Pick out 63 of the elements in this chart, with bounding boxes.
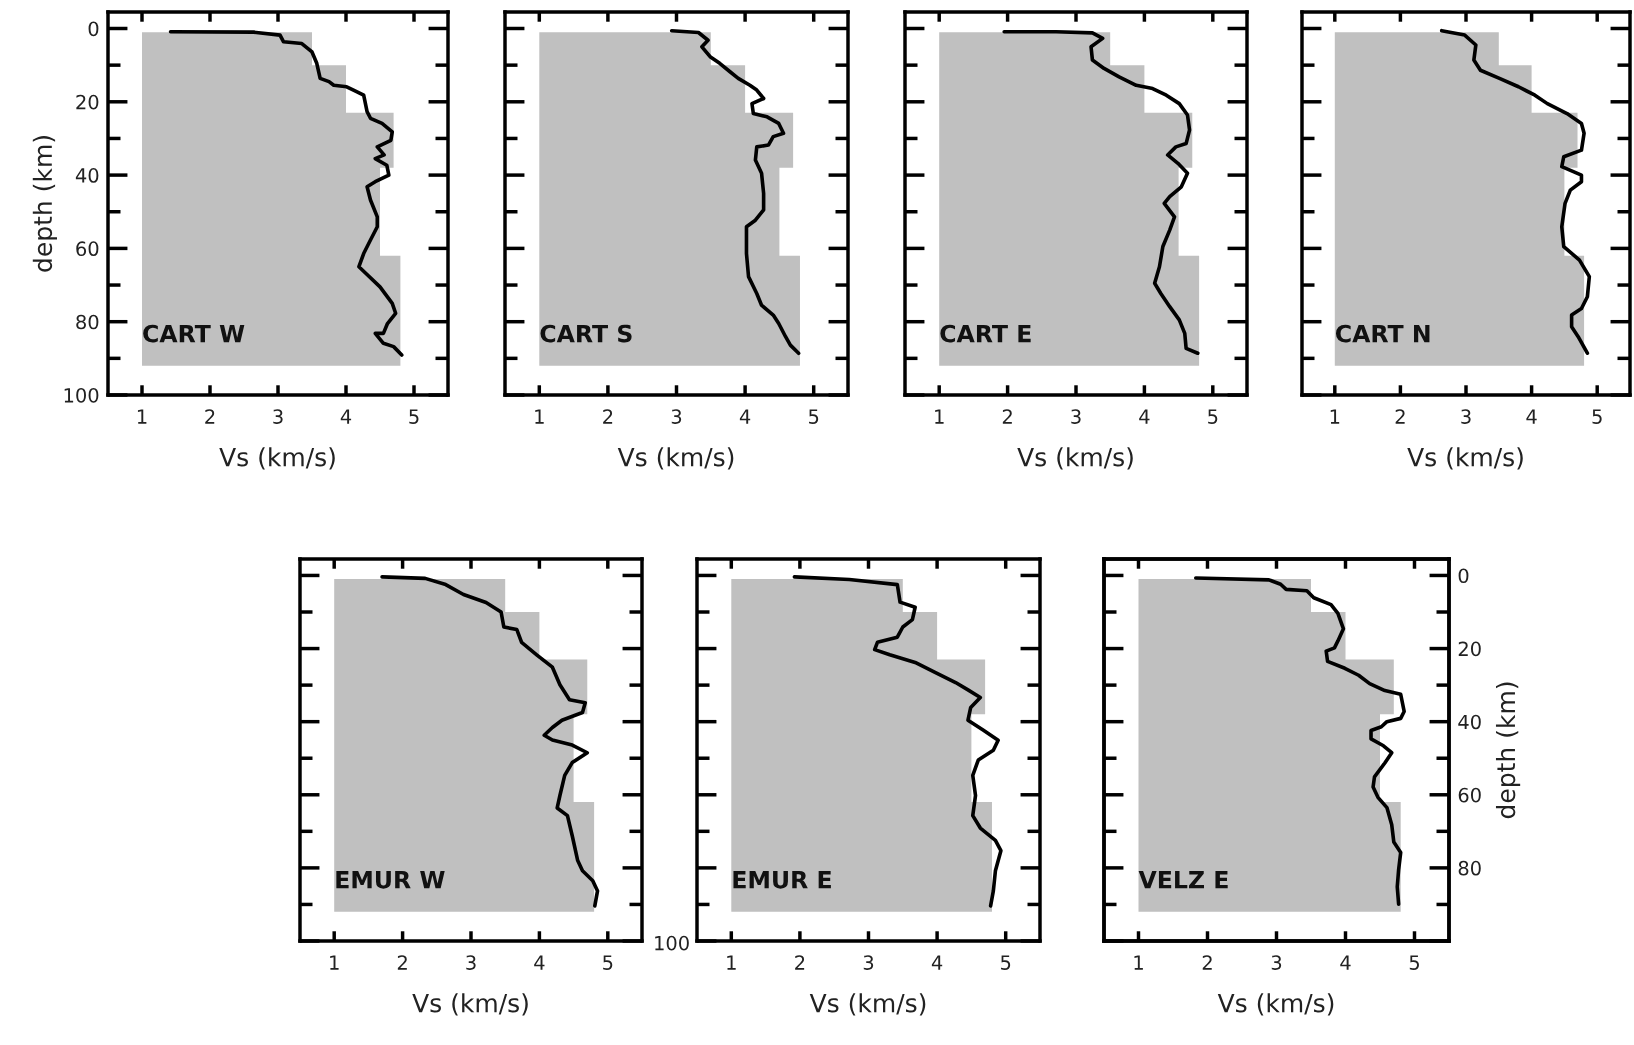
x-tick-label: 2: [397, 955, 407, 970]
x-tick-label: 3: [863, 955, 874, 970]
x-tick-label: 2: [205, 409, 215, 424]
annotation: VELZ E: [1138, 871, 1228, 889]
annotation: CART S: [540, 324, 632, 343]
y2-tick-label: 60: [1458, 787, 1481, 803]
y2-tick-label: 20: [1458, 641, 1481, 657]
x-tick-label: 2: [603, 409, 613, 424]
annotation: EMUR E: [733, 871, 831, 889]
x-tick-label: 4: [534, 955, 545, 970]
x-tick-label: 1: [1330, 409, 1340, 424]
x-tick-label: 3: [1071, 409, 1081, 424]
x-tick-label: 1: [137, 409, 147, 424]
x-axis-title: Vs (km/s): [1217, 993, 1334, 1016]
x-tick-label: 5: [409, 409, 419, 424]
x-axis-title: Vs (km/s): [412, 993, 528, 1016]
x-tick-label: 5: [1001, 955, 1011, 970]
annotation: CART W: [143, 324, 245, 343]
x-tick-label: 5: [1208, 409, 1218, 424]
annotation: EMUR W: [336, 871, 445, 889]
x-tick-label: 1: [1134, 955, 1143, 970]
y-tick-label: 0: [88, 21, 99, 37]
y2-tick-label: 80: [1458, 860, 1481, 876]
text: 100: [655, 935, 689, 951]
x-tick-label: 5: [603, 955, 613, 970]
y2-tick-label: 40: [1458, 714, 1481, 730]
annotation: CART N: [1335, 324, 1430, 343]
x-tick-label: 4: [340, 409, 352, 424]
x-tick-label: 1: [935, 409, 944, 424]
x-tick-label: 2: [1002, 409, 1012, 424]
x-tick-label: 1: [535, 409, 544, 424]
x-axis-title: Vs (km/s): [617, 447, 734, 470]
x-tick-label: 3: [671, 409, 682, 424]
x-axis-title: Vs (km/s): [809, 993, 926, 1016]
y-tick-label: 20: [76, 94, 99, 110]
x-tick-label: 3: [273, 409, 283, 424]
x-tick-label: 2: [1395, 409, 1405, 424]
y2-tick-label: 0: [1458, 568, 1469, 584]
x-tick-label: 1: [330, 955, 339, 970]
annotation: CART E: [940, 324, 1031, 343]
y-axis-title: depth (km): [32, 136, 57, 272]
y-tick-label: 40: [75, 168, 99, 183]
x-tick-label: 2: [1202, 955, 1212, 970]
x-tick-label: 3: [1461, 409, 1471, 424]
x-tick-label: 4: [1139, 409, 1150, 424]
x-axis-title: Vs (km/s): [1407, 447, 1523, 470]
x-tick-label: 4: [1340, 955, 1351, 970]
y-tick-label: 60: [76, 241, 99, 257]
x-axis-title: Vs (km/s): [1017, 447, 1133, 470]
x-tick-label: 4: [931, 955, 943, 970]
x-tick-label: 3: [466, 955, 476, 970]
x-tick-label: 5: [1592, 409, 1602, 424]
x-tick-label: 3: [1271, 955, 1282, 970]
y-tick-label: 80: [76, 314, 99, 330]
x-tick-label: 4: [1526, 409, 1537, 424]
y-tick-label: 100: [64, 387, 99, 403]
x-tick-label: 4: [739, 409, 751, 424]
x-tick-label: 5: [809, 409, 819, 424]
y2-axis-title: depth (km): [1495, 682, 1521, 819]
x-tick-label: 5: [1409, 955, 1419, 970]
x-tick-label: 2: [795, 955, 805, 970]
x-axis-title: Vs (km/s): [219, 447, 335, 470]
x-tick-label: 1: [727, 955, 736, 970]
